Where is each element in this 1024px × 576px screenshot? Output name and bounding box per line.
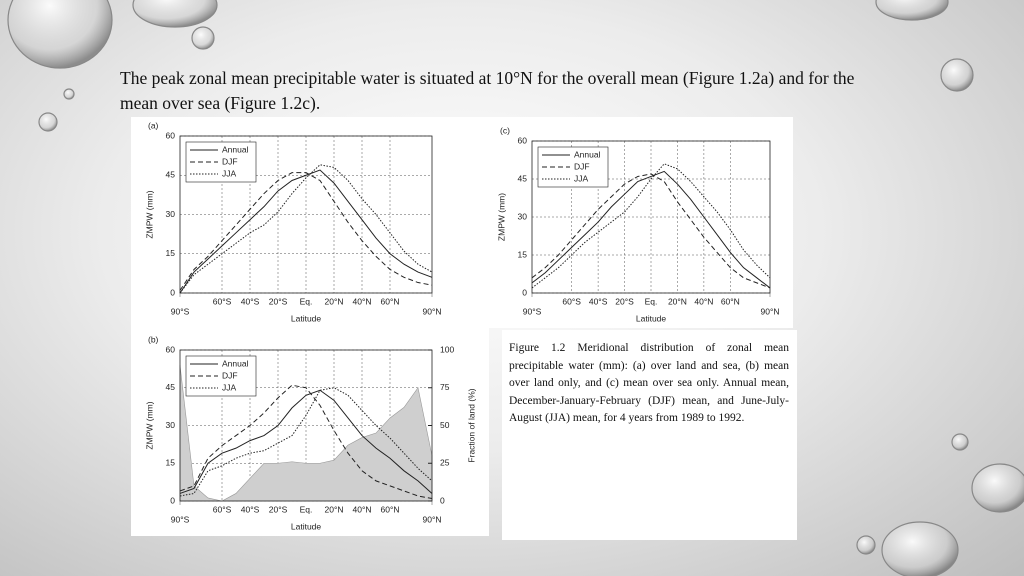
x-axis-label: Latitude xyxy=(636,313,667,323)
series-line xyxy=(179,387,433,497)
y-tick-label: 0 xyxy=(522,287,527,297)
x-axis-label: Latitude xyxy=(291,313,322,323)
series-line xyxy=(531,163,771,289)
x-tick-label: 40°N xyxy=(694,296,713,306)
panel-label: (a) xyxy=(148,120,159,130)
x-tick-label: 60°S xyxy=(562,296,581,306)
x-tick-label: 20°S xyxy=(615,296,634,306)
series-line xyxy=(179,169,433,294)
x-tick-label: 40°N xyxy=(353,296,372,306)
legend-label: Annual xyxy=(574,149,601,159)
x-tick-label: 90°N xyxy=(423,306,442,316)
y-axis-label: ZMPW (mm) xyxy=(496,193,506,241)
x-tick-label: 90°S xyxy=(171,306,190,316)
figure-panel xyxy=(488,117,793,328)
decoration-drops xyxy=(7,0,1024,576)
caption-box xyxy=(502,330,797,540)
series-line xyxy=(531,170,771,289)
land-fraction-area xyxy=(179,365,433,502)
y-tick-label: 15 xyxy=(166,458,176,468)
y-axis-label: ZMPW (mm) xyxy=(144,401,154,449)
legend-label: DJF xyxy=(574,161,590,171)
x-tick-label: 40°S xyxy=(589,296,608,306)
y-tick-label: 30 xyxy=(166,209,176,219)
x-tick-label: 60°S xyxy=(213,296,232,306)
y-tick-label: 60 xyxy=(518,135,528,145)
legend-label: DJF xyxy=(222,370,238,380)
x-tick-label: Eq. xyxy=(300,504,313,514)
heading: The peak zonal mean precipitable water i… xyxy=(120,68,855,113)
x-tick-label: 90°S xyxy=(523,306,542,316)
plot-frame xyxy=(179,135,433,294)
y2-tick-label: 75 xyxy=(440,382,450,392)
x-tick-label: 20°N xyxy=(668,296,687,306)
panel-label: (c) xyxy=(500,125,510,135)
x-tick-label: 90°N xyxy=(423,514,442,524)
x-tick-label: 60°S xyxy=(213,504,232,514)
x-tick-label: 60°N xyxy=(381,296,400,306)
y-tick-label: 0 xyxy=(170,287,175,297)
legend-box xyxy=(185,141,257,183)
legend-label: Annual xyxy=(222,358,249,368)
x-tick-label: Eq. xyxy=(645,296,658,306)
series-line xyxy=(179,172,433,291)
x-tick-label: 90°N xyxy=(761,306,780,316)
y2-axis-label: Fraction of land (%) xyxy=(466,388,476,462)
y2-tick-label: 50 xyxy=(440,420,450,430)
legend-label: JJA xyxy=(222,168,237,178)
x-tick-label: 90°S xyxy=(171,514,190,524)
legend-label: DJF xyxy=(222,156,238,166)
x-tick-label: 60°N xyxy=(721,296,740,306)
y-tick-label: 45 xyxy=(166,382,176,392)
legend-label: Annual xyxy=(222,144,249,154)
y-tick-label: 30 xyxy=(518,211,528,221)
charts: 0 15 30 45 60 90°S 60°S 40°S 20°S Eq. 20°N 40°N 60°N… xyxy=(144,120,779,531)
y-tick-label: 15 xyxy=(166,248,176,258)
figure-caption: Figure 1.2 Meridional distribution of zo… xyxy=(509,342,789,424)
y-axis-label: ZMPW (mm) xyxy=(144,190,154,238)
x-axis-label: Latitude xyxy=(291,521,322,531)
x-tick-label: 40°N xyxy=(353,504,372,514)
y-tick-label: 0 xyxy=(170,495,175,505)
x-tick-label: 20°S xyxy=(269,504,288,514)
legend-label: JJA xyxy=(222,382,237,392)
x-tick-label: Eq. xyxy=(300,296,313,306)
plot-frame xyxy=(179,349,433,502)
series-line xyxy=(531,173,771,289)
x-tick-label: 20°N xyxy=(325,296,344,306)
x-tick-label: 20°S xyxy=(269,296,288,306)
x-tick-label: 40°S xyxy=(241,504,260,514)
legend-box xyxy=(537,146,609,188)
y-tick-label: 60 xyxy=(166,344,176,354)
x-tick-label: 60°N xyxy=(381,504,400,514)
series-line xyxy=(179,389,433,494)
y-tick-label: 45 xyxy=(518,173,528,183)
panel-label: (b) xyxy=(148,334,159,344)
series-line xyxy=(179,384,433,499)
x-tick-label: 20°N xyxy=(325,504,344,514)
legend-label: JJA xyxy=(574,173,589,183)
series-line xyxy=(179,164,433,294)
y2-tick-label: 0 xyxy=(440,495,445,505)
y2-tick-label: 25 xyxy=(440,458,450,468)
plot-frame xyxy=(531,140,771,294)
y-tick-label: 45 xyxy=(166,170,176,180)
x-tick-label: 40°S xyxy=(241,296,260,306)
legend-box xyxy=(185,355,257,397)
y-tick-label: 30 xyxy=(166,420,176,430)
y-tick-label: 60 xyxy=(166,130,176,140)
y2-tick-label: 100 xyxy=(440,344,454,354)
y-tick-label: 15 xyxy=(518,249,528,259)
